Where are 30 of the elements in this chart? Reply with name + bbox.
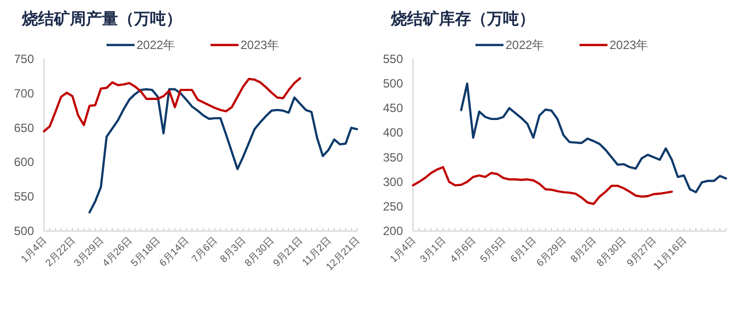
line-series	[460, 82, 728, 194]
y-tick-label: 750	[14, 52, 34, 66]
x-tick-label: 6月29日	[534, 235, 569, 270]
legend-label: 2022年	[506, 38, 544, 52]
line-series	[42, 77, 302, 132]
y-tick-label: 600	[14, 155, 34, 170]
legend-label: 2023年	[610, 38, 648, 52]
y-tick-label: 550	[14, 190, 34, 204]
y-tick-label: 650	[14, 120, 34, 135]
line-series	[412, 166, 673, 206]
y-tick-label: 400	[382, 126, 404, 140]
y-tick-label: 300	[382, 174, 404, 189]
x-tick-label: 3月1日	[418, 235, 448, 266]
chart-title: 烧结矿库存（万吨）	[390, 10, 535, 28]
x-tick-label: 7月6日	[190, 235, 220, 266]
y-tick-label: 500	[14, 224, 34, 238]
y-tick-label: 550	[382, 52, 404, 66]
legend-label: 2022年	[136, 38, 176, 52]
y-tick-label: 500	[382, 76, 404, 91]
y-tick-label: 700	[14, 86, 34, 100]
x-tick-label: 1月4日	[388, 235, 418, 266]
x-tick-label: 4月6日	[448, 235, 478, 266]
y-tick-label: 250	[382, 199, 404, 214]
chart-title: 烧结矿周产量（万吨）	[21, 10, 182, 28]
x-tick-label: 5月5日	[478, 235, 508, 266]
y-tick-label: 450	[382, 101, 404, 116]
y-tick-label: 350	[382, 150, 404, 164]
y-tick-label: 200	[382, 224, 404, 238]
line-series	[88, 88, 358, 214]
legend-label: 2023年	[240, 38, 280, 52]
